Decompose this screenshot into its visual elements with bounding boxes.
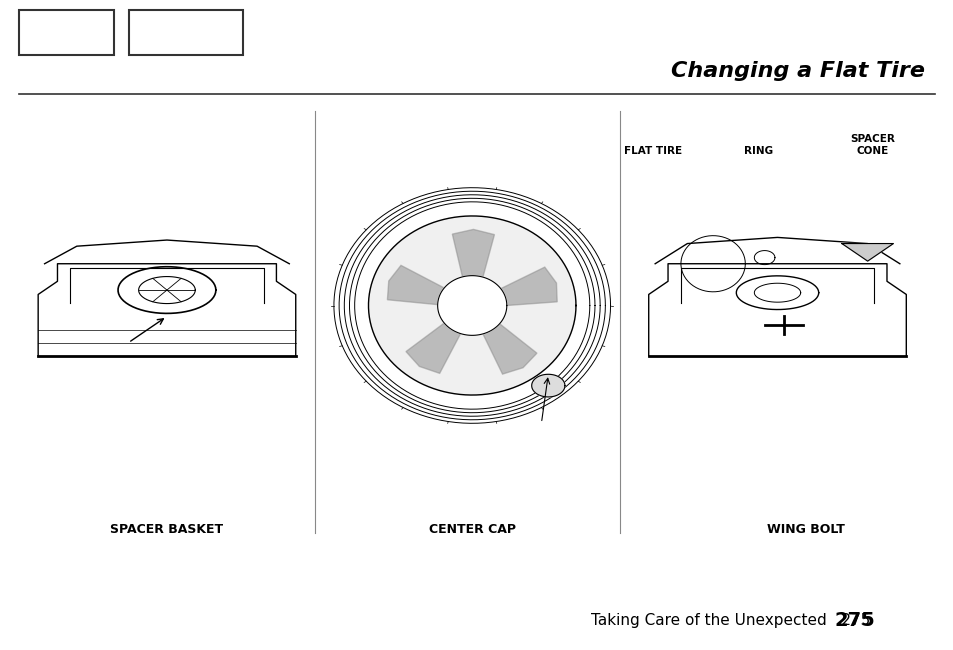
Polygon shape: [500, 267, 557, 306]
Polygon shape: [841, 244, 892, 261]
Text: CENTER CAP: CENTER CAP: [428, 523, 516, 536]
Polygon shape: [648, 264, 905, 356]
Text: RING: RING: [743, 146, 772, 156]
Polygon shape: [406, 323, 460, 373]
Polygon shape: [38, 264, 295, 356]
Text: SPACER
CONE: SPACER CONE: [849, 135, 895, 156]
Text: WING BOLT: WING BOLT: [766, 523, 844, 536]
Text: Taking Care of the Unexpected   275: Taking Care of the Unexpected 275: [591, 613, 870, 629]
Text: SPACER BASKET: SPACER BASKET: [111, 523, 223, 536]
FancyBboxPatch shape: [19, 10, 114, 55]
Polygon shape: [387, 265, 444, 305]
Polygon shape: [437, 276, 506, 335]
Polygon shape: [482, 324, 537, 374]
Polygon shape: [531, 374, 564, 397]
FancyBboxPatch shape: [129, 10, 243, 55]
Polygon shape: [452, 229, 494, 277]
Text: FLAT TIRE: FLAT TIRE: [624, 146, 681, 156]
Polygon shape: [368, 216, 576, 395]
Text: 275: 275: [834, 611, 875, 630]
Text: Changing a Flat Tire: Changing a Flat Tire: [671, 61, 924, 81]
